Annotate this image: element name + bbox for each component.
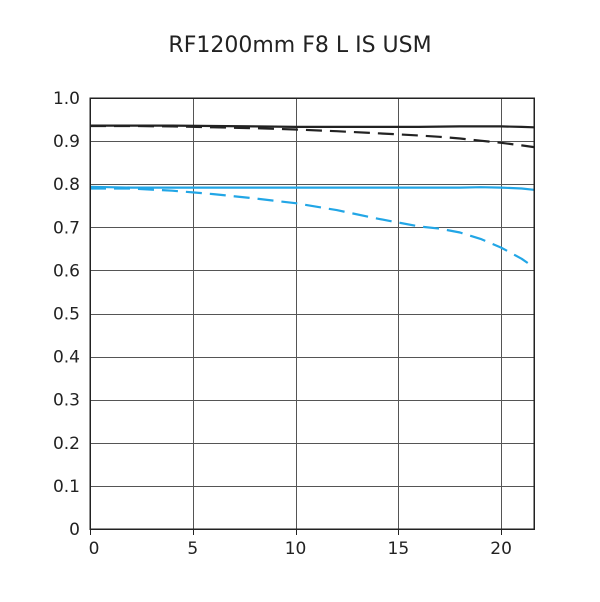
series-line-3 (89, 185, 535, 191)
y-axis-ticks: 0 0.1 0.2 0.3 0.4 0.5 0.6 0.7 0.8 0.9 1.0 (53, 89, 80, 540)
chart-title: RF1200mm F8 L IS USM (168, 33, 431, 58)
y-tick-label: 0.7 (53, 218, 80, 238)
x-tick-label: 10 (285, 539, 307, 559)
x-tick-label: 15 (388, 539, 410, 559)
y-tick-label: 0.9 (53, 132, 80, 152)
y-tick-label: 0.4 (53, 348, 80, 368)
y-tick-label: 0.2 (53, 434, 80, 454)
plot-frame (89, 97, 535, 530)
series-layer (89, 124, 535, 269)
x-tick-label: 20 (490, 539, 512, 559)
y-tick-label: 0.8 (53, 175, 80, 195)
x-axis-ticks: 0 5 10 15 20 (89, 529, 512, 559)
series-line-4 (90, 187, 535, 269)
y-tick-label: 1.0 (53, 89, 80, 109)
grid-layer (90, 98, 534, 529)
y-tick-label: 0.5 (53, 305, 80, 325)
series-line-1 (90, 124, 535, 129)
x-tick-label: 5 (187, 539, 198, 559)
y-tick-label: 0.3 (53, 391, 80, 411)
y-tick-label: 0.6 (53, 261, 80, 281)
series-line-2 (90, 124, 535, 149)
x-tick-label: 0 (89, 539, 100, 559)
y-tick-label: 0.1 (53, 477, 80, 497)
y-tick-label: 0 (69, 520, 80, 540)
